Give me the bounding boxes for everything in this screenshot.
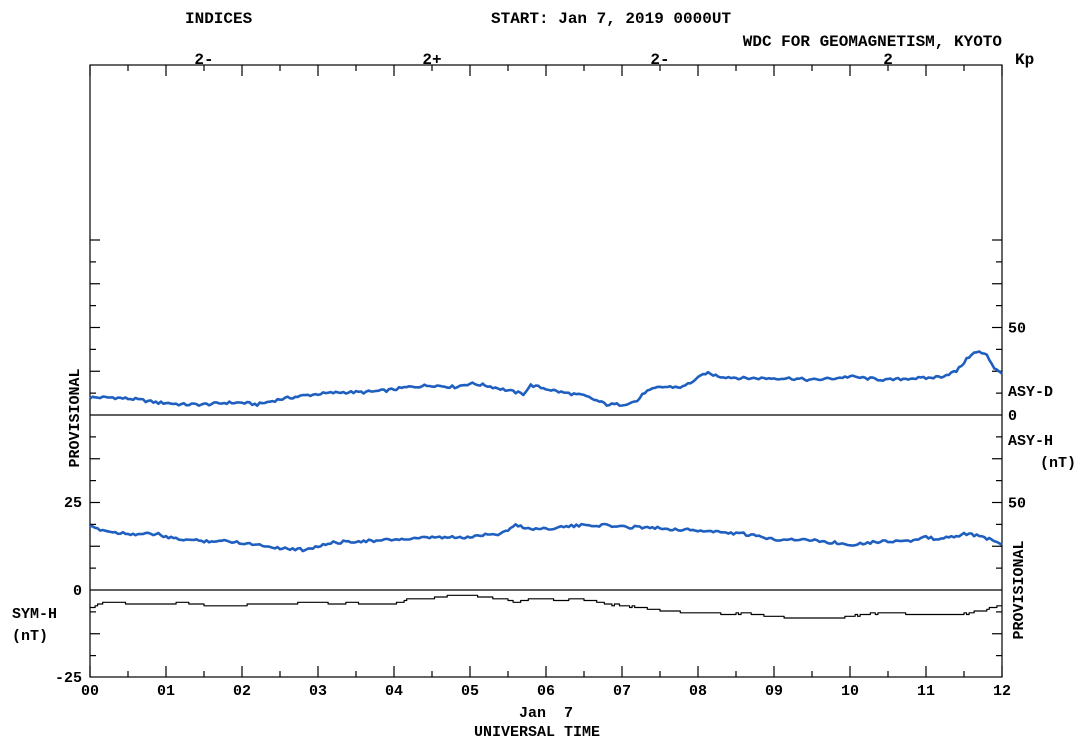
x-tick-label: 12 — [993, 683, 1011, 700]
y-tick-label: 0 — [1008, 408, 1017, 425]
y-tick-label: 50 — [1008, 496, 1026, 513]
kp-value: 2 — [883, 51, 893, 69]
header-start: START: Jan 7, 2019 0000UT — [491, 10, 731, 28]
kp-value: 2+ — [422, 51, 441, 69]
kp-value: 2- — [194, 51, 213, 69]
kp-layer: 2- 2+ 2- 2 — [194, 51, 892, 69]
x-tick-label: 01 — [157, 683, 175, 700]
kp-value: 2- — [650, 51, 669, 69]
series-line-asy-d — [89, 350, 1003, 407]
y-tick-label: -25 — [55, 670, 82, 687]
panel-label: ASY-D — [1008, 384, 1053, 401]
x-tick-label: 09 — [765, 683, 783, 700]
x-tick-label: 05 — [461, 683, 479, 700]
provisional-left: PROVISIONAL — [67, 368, 84, 467]
panel-label: (nT) — [12, 628, 48, 645]
x-tick-label: 04 — [385, 683, 403, 700]
series-line-asy-h — [89, 522, 1003, 553]
x-tick-label: 06 — [537, 683, 555, 700]
x-tick-label: 03 — [309, 683, 327, 700]
x-tick-label: 10 — [841, 683, 859, 700]
kp-axis-label: Kp — [1015, 51, 1034, 69]
x-tick-label: 07 — [613, 683, 631, 700]
tick-layer: 00 01 02 03 04 05 06 07 08 09 10 11 12 — [81, 65, 1011, 700]
y-tick-label: 50 — [1008, 321, 1026, 338]
series-line-sym-h — [90, 594, 1002, 619]
x-tick-label: 00 — [81, 683, 99, 700]
plot-frame — [89, 64, 1003, 678]
y-tick-label: 25 — [64, 495, 82, 512]
provisional-right: PROVISIONAL — [1011, 540, 1028, 639]
x-tick-label: 02 — [233, 683, 251, 700]
x-date-label: Jan 7 — [519, 705, 573, 722]
x-axis-title: UNIVERSAL TIME — [474, 724, 600, 740]
panel-label: ASY-H — [1008, 433, 1053, 450]
panel-label: SYM-H — [12, 606, 57, 623]
label-layer: 0 50 50 0 25 -25 ASY-D ASY-H (nT) SYM-H (nT) — [12, 321, 1076, 688]
header-left: INDICES — [185, 10, 253, 28]
header-source: WDC FOR GEOMAGNETISM, KYOTO — [743, 33, 1003, 51]
y-tick-label: 0 — [73, 583, 82, 600]
x-tick-label: 08 — [689, 683, 707, 700]
x-tick-label: 11 — [917, 683, 935, 700]
panel-label: (nT) — [1040, 455, 1076, 472]
series-layer — [89, 350, 1003, 619]
